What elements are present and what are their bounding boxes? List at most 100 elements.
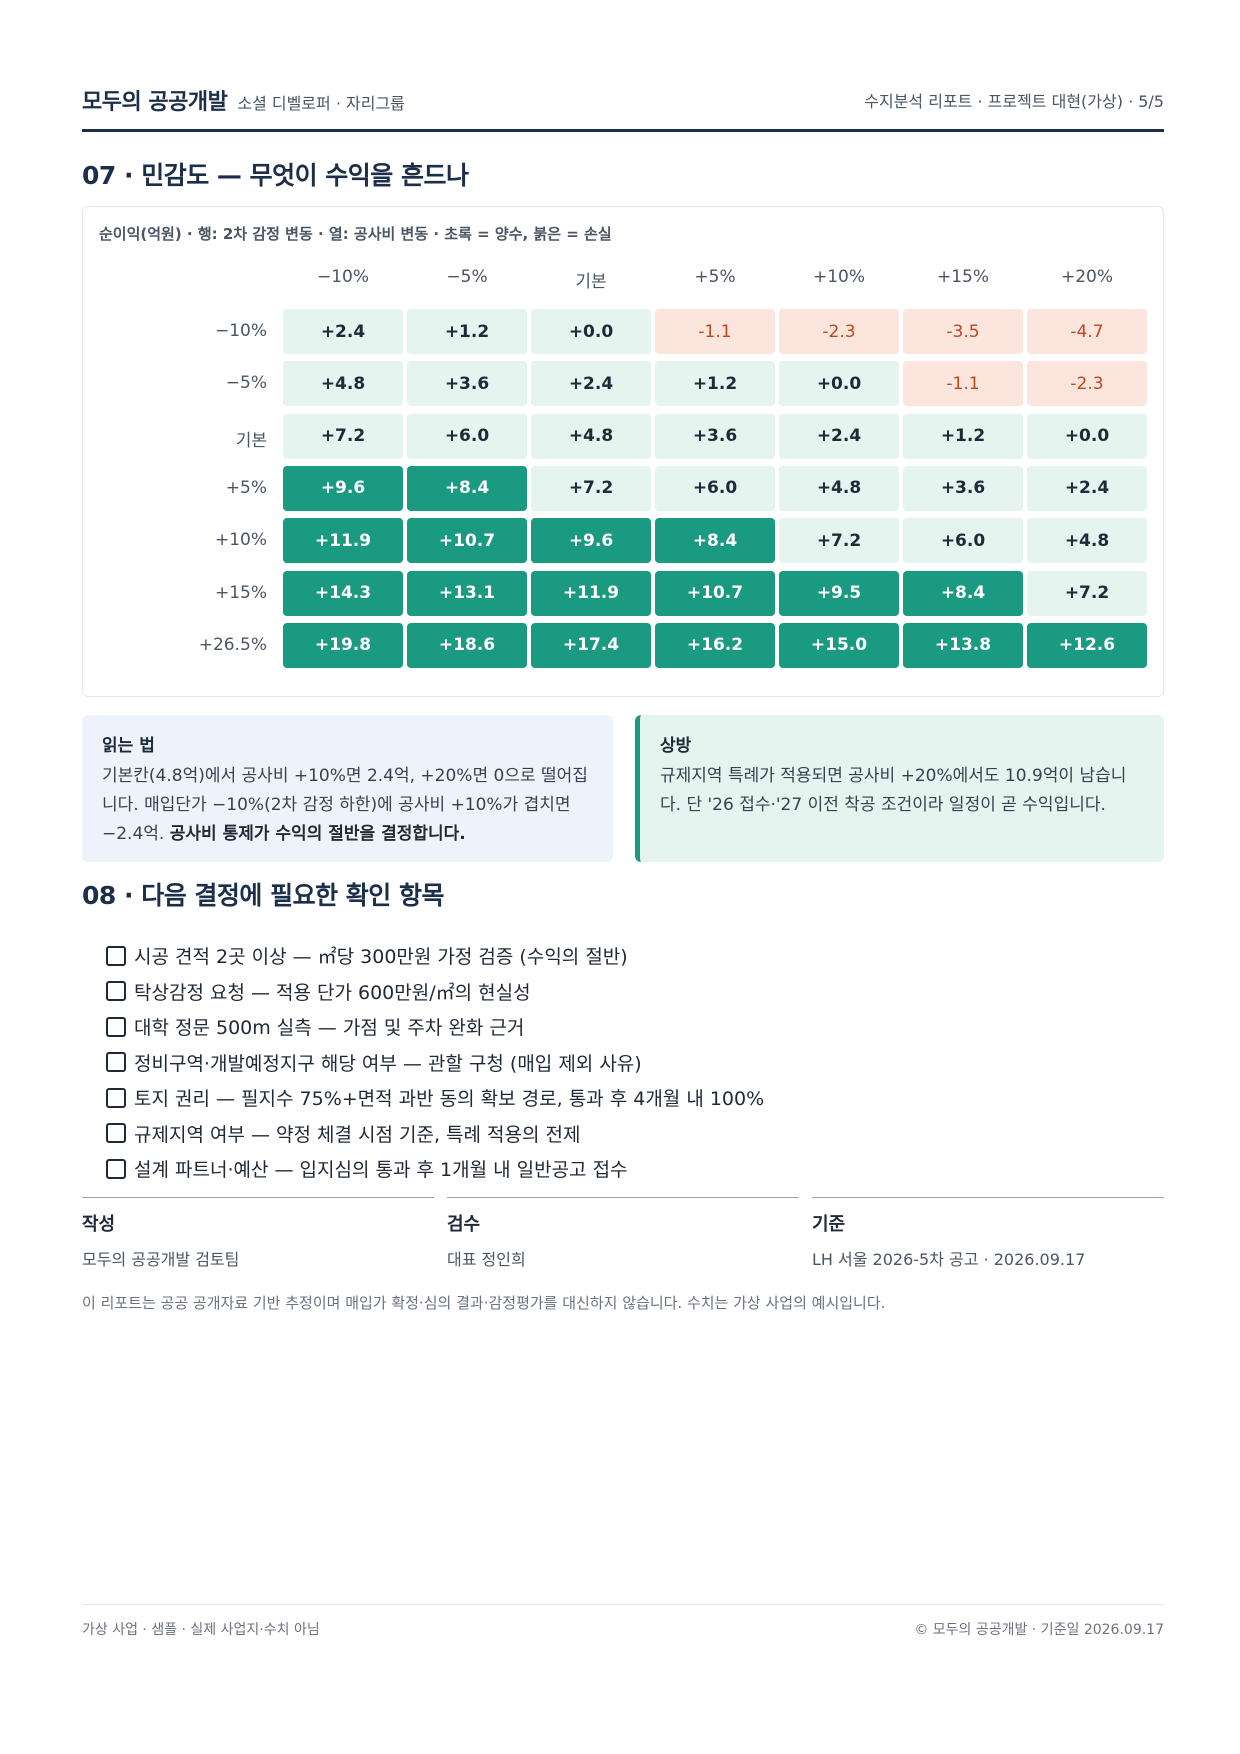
matrix-cell: +18.6 — [407, 622, 527, 668]
signoff-label: 검수 — [447, 1214, 481, 1235]
matrix-cell: +7.2 — [283, 413, 403, 459]
matrix-column-header: +20% — [1060, 267, 1114, 287]
matrix-cell: +6.0 — [903, 518, 1023, 564]
checklist-item-label: 탁상감정 요청 — 적용 단가 600만원/㎡의 현실성 — [134, 981, 531, 1004]
note-title: 읽는 법 — [102, 736, 155, 756]
brand-name: 모두의 공공개발 — [82, 90, 228, 115]
matrix-cell: +0.0 — [779, 361, 899, 407]
note-body: 규제지역 특례가 적용되면 공사비 +20%에서도 10.9억이 남습니다. 단… — [660, 766, 1127, 815]
section-title-checklist: 08 · 다음 결정에 필요한 확인 항목 — [82, 881, 445, 910]
matrix-cell: +4.8 — [283, 361, 403, 407]
matrix-cell: +11.9 — [531, 570, 651, 616]
matrix-cell: +10.7 — [655, 570, 775, 616]
matrix-cell: -2.3 — [1027, 361, 1147, 407]
checkbox[interactable] — [106, 1123, 126, 1144]
checklist-item: 규제지역 여부 — 약정 체결 시점 기준, 특례 적용의 전제 — [106, 1116, 764, 1152]
matrix-cell: +13.8 — [903, 622, 1023, 668]
note-body-text: 기본칸(4.8억)에서 공사비 +10%면 2.4억, +20%면 0으로 떨어… — [102, 766, 588, 844]
matrix-column-header: −10% — [316, 267, 370, 287]
matrix-cell: +9.6 — [283, 465, 403, 511]
signoff-label: 작성 — [82, 1214, 116, 1235]
matrix-cell: +16.2 — [655, 622, 775, 668]
matrix-cell: +9.6 — [531, 518, 651, 564]
signoff-author: 작성 모두의 공공개발 검토팀 — [82, 1197, 434, 1270]
matrix-cell: +15.0 — [779, 622, 899, 668]
checkbox[interactable] — [106, 945, 126, 966]
matrix-cell: +0.0 — [1027, 413, 1147, 459]
brand-subtitle: 소셜 디벨로퍼 · 자리그룹 — [237, 94, 405, 113]
checklist-item: 정비구역·개발예정지구 해당 여부 — 관할 구청 (매입 제외 사유) — [106, 1045, 764, 1081]
matrix-cell: -1.1 — [903, 361, 1023, 407]
matrix-cell: +9.5 — [779, 570, 899, 616]
matrix-cell: +2.4 — [779, 413, 899, 459]
page-header: 모두의 공공개발 소셜 디벨로퍼 · 자리그룹 수지분석 리포트 · 프로젝트 … — [82, 84, 1164, 132]
checklist-item: 대학 정문 500m 실측 — 가점 및 주차 완화 근거 — [106, 1009, 764, 1045]
signoff-value: 모두의 공공개발 검토팀 — [82, 1250, 240, 1269]
matrix-row-header: +10% — [214, 530, 267, 551]
checkbox[interactable] — [106, 981, 126, 1002]
signoff-basis: 기준 LH 서울 2026-5차 공고 · 2026.09.17 — [812, 1197, 1164, 1270]
signoff-value: 대표 정인희 — [447, 1250, 526, 1269]
checklist-item: 시공 견적 2곳 이상 — ㎡당 300만원 가정 검증 (수익의 절반) — [106, 938, 764, 974]
sensitivity-matrix: 순이익(억원) · 행: 2차 감정 변동 · 열: 공사비 변동 · 초록 =… — [82, 206, 1164, 697]
matrix-column-header: +15% — [936, 267, 990, 287]
matrix-cell: +17.4 — [531, 622, 651, 668]
matrix-row-header: 기본 — [235, 430, 267, 451]
checklist-item: 설계 파트너·예산 — 입지심의 통과 후 1개월 내 일반공고 접수 — [106, 1151, 764, 1187]
matrix-cell: +1.2 — [655, 361, 775, 407]
matrix-cell: +4.8 — [1027, 518, 1147, 564]
note-how-to-read: 읽는 법 기본칸(4.8억)에서 공사비 +10%면 2.4억, +20%면 0… — [82, 715, 613, 862]
matrix-row-header: +26.5% — [198, 634, 267, 655]
disclaimer: 이 리포트는 공공 공개자료 기반 추정이며 매입가 확정·심의 결과·감정평가… — [82, 1294, 886, 1312]
matrix-cell: +13.1 — [407, 570, 527, 616]
checklist-item-label: 대학 정문 500m 실측 — 가점 및 주차 완화 근거 — [134, 1017, 525, 1040]
matrix-cell: +3.6 — [903, 465, 1023, 511]
checklist-item: 탁상감정 요청 — 적용 단가 600만원/㎡의 현실성 — [106, 974, 764, 1010]
matrix-cell: +14.3 — [283, 570, 403, 616]
matrix-cell: +1.2 — [903, 413, 1023, 459]
report-info: 수지분석 리포트 · 프로젝트 대현(가상) · 5/5 — [864, 92, 1164, 111]
matrix-cell: +2.4 — [283, 309, 403, 354]
matrix-cell: +6.0 — [655, 465, 775, 511]
matrix-cell: +8.4 — [407, 465, 527, 511]
checklist-item-label: 정비구역·개발예정지구 해당 여부 — 관할 구청 (매입 제외 사유) — [134, 1052, 642, 1075]
matrix-cell: +7.2 — [531, 465, 651, 511]
matrix-cell: +3.6 — [655, 413, 775, 459]
signoff-reviewer: 검수 대표 정인희 — [447, 1197, 799, 1270]
footer-left: 가상 사업 · 샘플 · 실제 사업지·수치 아님 — [82, 1622, 320, 1638]
matrix-cell: +4.8 — [779, 465, 899, 511]
matrix-cell: +12.6 — [1027, 622, 1147, 668]
matrix-cell: +19.8 — [283, 622, 403, 668]
matrix-cell: +2.4 — [531, 361, 651, 407]
matrix-cell: -3.5 — [903, 309, 1023, 354]
checkbox[interactable] — [106, 1052, 126, 1073]
matrix-row-header: −5% — [225, 373, 267, 394]
matrix-cell: +1.2 — [407, 309, 527, 354]
matrix-cell: -4.7 — [1027, 309, 1147, 354]
checkbox[interactable] — [106, 1158, 126, 1179]
brand: 모두의 공공개발 소셜 디벨로퍼 · 자리그룹 — [82, 84, 405, 116]
checkbox[interactable] — [106, 1016, 126, 1037]
matrix-cell: -2.3 — [779, 309, 899, 354]
checklist-item-label: 토지 권리 — 필지수 75%+면적 과반 동의 확보 경로, 통과 후 4개월… — [134, 1088, 765, 1111]
checklist: 시공 견적 2곳 이상 — ㎡당 300만원 가정 검증 (수익의 절반) 탁상… — [106, 938, 764, 1187]
footer-right: © 모두의 공공개발 · 기준일 2026.09.17 — [914, 1622, 1164, 1638]
matrix-cell: +0.0 — [531, 309, 651, 354]
matrix-cell: +2.4 — [1027, 465, 1147, 511]
matrix-column-header: +10% — [812, 267, 866, 287]
matrix-cell: +8.4 — [655, 518, 775, 564]
matrix-cell: +7.2 — [1027, 570, 1147, 616]
matrix-cell: +4.8 — [531, 413, 651, 459]
matrix-cell: +11.9 — [283, 518, 403, 564]
matrix-row-header: −10% — [214, 321, 267, 341]
note-body-emphasis: 공사비 통제가 수익의 절반을 결정합니다. — [169, 824, 466, 844]
checkbox[interactable] — [106, 1087, 126, 1108]
checklist-item: 토지 권리 — 필지수 75%+면적 과반 동의 확보 경로, 통과 후 4개월… — [106, 1080, 764, 1116]
matrix-row-header: +15% — [214, 582, 267, 603]
matrix-cell: -1.1 — [655, 309, 775, 354]
matrix-column-header: +5% — [694, 267, 736, 287]
matrix-column-header: 기본 — [575, 272, 607, 292]
signoff-label: 기준 — [812, 1214, 846, 1235]
matrix-column-header: −5% — [446, 267, 488, 287]
matrix-cell: +6.0 — [407, 413, 527, 459]
